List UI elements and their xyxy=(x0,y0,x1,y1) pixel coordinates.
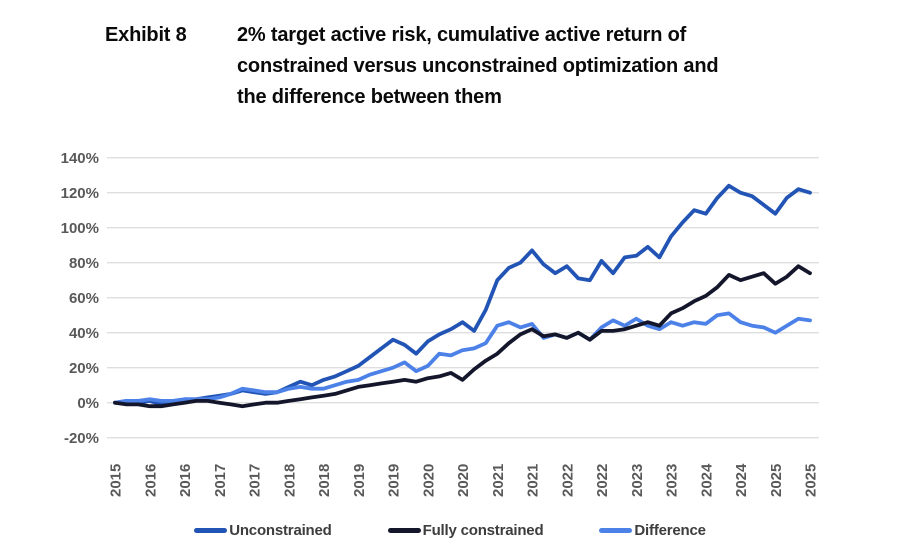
chart-plot-area: 140% 120% 100% 80% 60% 40% 20% 0% -20% 2015 2016 20… xyxy=(61,150,820,497)
x-axis-tick-label: 2018 xyxy=(281,464,298,497)
x-axis-tick-label: 2025 xyxy=(803,464,820,497)
figure-title-line-3: the difference between them xyxy=(237,86,502,108)
fully-constrained-line-swatch xyxy=(387,527,421,533)
exhibit-label: Exhibit 8 xyxy=(105,24,187,46)
legend-label-difference: Difference xyxy=(634,521,706,539)
x-axis-tick-label: 2020 xyxy=(455,464,472,497)
x-axis-tick-label: 2021 xyxy=(490,464,507,497)
y-axis-tick-label: 100% xyxy=(61,220,99,237)
y-axis-tick-label: 80% xyxy=(69,255,99,272)
unconstrained-line-swatch xyxy=(194,527,228,533)
legend-item-unconstrained: Unconstrained xyxy=(194,521,332,539)
x-axis-tick-label: 2019 xyxy=(351,464,368,497)
x-axis-tick-label: 2020 xyxy=(420,464,437,497)
y-axis-tick-label: 0% xyxy=(77,395,99,412)
legend-item-fully-constrained: Fully constrained xyxy=(387,521,544,539)
legend-label-fully-constrained: Fully constrained xyxy=(422,521,544,539)
x-axis-tick-label: 2019 xyxy=(386,464,403,497)
y-axis-tick-label: 20% xyxy=(69,360,99,377)
x-axis-tick-label: 2017 xyxy=(212,464,229,497)
y-axis-tick-label: 140% xyxy=(61,150,99,167)
figure-title-line-2: constrained versus unconstrained optimiz… xyxy=(237,55,719,77)
y-axis-tick-label: 60% xyxy=(69,290,99,307)
y-axis-tick-label: 120% xyxy=(61,185,99,202)
legend-item-difference: Difference xyxy=(599,521,706,539)
x-axis-tick-label: 2018 xyxy=(316,464,333,497)
y-axis-tick-label: -20% xyxy=(64,430,99,447)
series-line-fully-constrained xyxy=(113,264,812,409)
x-axis-tick-label: 2023 xyxy=(664,464,681,497)
x-axis-tick-label: 2017 xyxy=(247,464,264,497)
difference-line-swatch xyxy=(599,527,633,533)
legend-label-unconstrained: Unconstrained xyxy=(229,521,332,539)
figure-title-line-1: 2% target active risk, cumulative active… xyxy=(237,24,687,46)
x-axis-tick-label: 2016 xyxy=(177,464,194,497)
figure-header: Exhibit 8 2% target active risk, cumulat… xyxy=(105,20,719,113)
x-axis-tick-label: 2016 xyxy=(142,464,159,497)
x-axis-tick-label: 2023 xyxy=(629,464,646,497)
figure-title: 2% target active risk, cumulative active… xyxy=(237,20,719,113)
chart-legend: Unconstrained Fully constrained Differen… xyxy=(0,517,900,543)
x-axis-tick-label: 2022 xyxy=(594,464,611,497)
y-axis-tick-label: 40% xyxy=(69,325,99,342)
x-axis-tick-label: 2024 xyxy=(733,463,750,497)
x-axis-tick-label: 2024 xyxy=(698,463,715,497)
x-axis-tick-label: 2022 xyxy=(559,464,576,497)
x-axis-tick-label: 2015 xyxy=(108,464,125,497)
series-line-difference xyxy=(113,311,812,405)
x-axis-tick-label: 2021 xyxy=(525,464,542,497)
x-axis-tick-label: 2025 xyxy=(768,464,785,497)
